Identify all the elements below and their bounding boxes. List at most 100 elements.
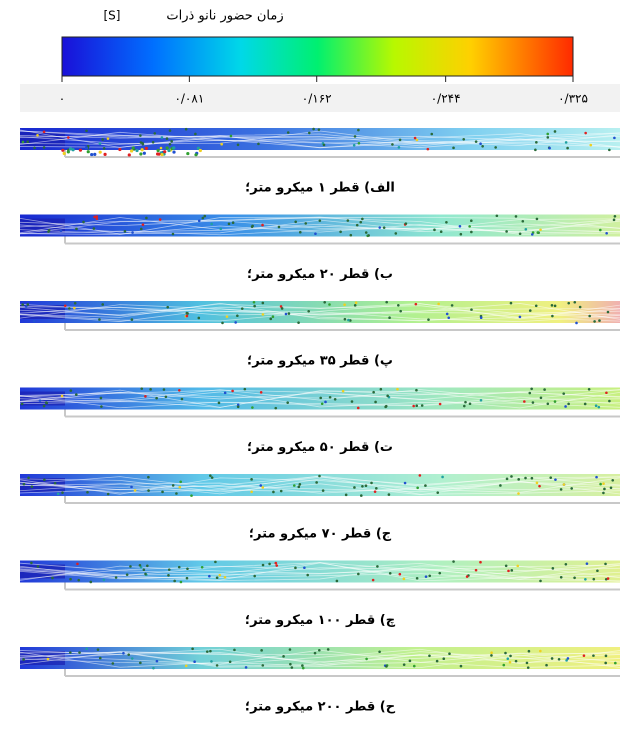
particle <box>141 142 144 145</box>
particle <box>613 219 616 222</box>
particle <box>531 477 534 480</box>
particle <box>157 153 160 156</box>
particle <box>160 147 163 150</box>
particle <box>586 562 589 565</box>
particle <box>388 493 391 496</box>
particle <box>216 664 219 667</box>
particle <box>464 401 467 404</box>
particle <box>516 565 519 568</box>
particle <box>145 147 148 150</box>
particle <box>69 578 72 581</box>
particle <box>354 135 357 138</box>
particle <box>250 478 253 481</box>
particle <box>224 576 227 579</box>
particle <box>153 132 156 135</box>
particle <box>63 152 66 155</box>
particle <box>75 393 78 396</box>
particle <box>602 492 605 495</box>
particle <box>347 219 350 222</box>
particle <box>532 401 535 404</box>
particle <box>74 302 77 305</box>
particle <box>220 143 223 146</box>
particle <box>198 220 201 223</box>
particle <box>299 483 302 486</box>
particle <box>549 476 552 479</box>
particle <box>278 226 281 229</box>
particle <box>26 140 29 143</box>
particle <box>505 564 508 567</box>
particle <box>425 575 428 578</box>
particle <box>157 149 160 152</box>
particle <box>216 576 219 579</box>
particle <box>595 404 598 407</box>
particle <box>421 404 424 407</box>
particle <box>367 234 370 237</box>
particle <box>604 563 607 566</box>
particle <box>89 581 92 584</box>
particle <box>211 476 214 479</box>
particle <box>365 484 368 487</box>
particle <box>218 574 221 577</box>
particle <box>524 477 527 480</box>
particle <box>554 305 557 308</box>
particle <box>481 145 484 148</box>
particle <box>509 655 512 658</box>
particle <box>439 403 442 406</box>
particle <box>307 310 310 313</box>
particle <box>314 232 317 235</box>
particle <box>96 217 99 220</box>
particle <box>475 569 478 572</box>
particle <box>361 485 364 488</box>
particle <box>604 662 607 665</box>
particle <box>447 316 450 319</box>
particle <box>430 133 433 136</box>
particle <box>545 664 548 667</box>
particle <box>599 483 602 486</box>
particle <box>281 307 284 310</box>
particle <box>37 565 40 568</box>
particle <box>536 482 539 485</box>
particle <box>539 228 542 231</box>
particle <box>445 221 448 224</box>
particle <box>43 131 46 134</box>
particle <box>547 136 550 139</box>
particle <box>525 228 528 231</box>
particle <box>232 221 235 224</box>
flow-panel <box>20 301 620 330</box>
particle <box>358 142 361 145</box>
particle <box>90 153 93 156</box>
particle <box>589 144 592 147</box>
particle <box>554 130 557 133</box>
particle <box>403 578 406 581</box>
particle <box>372 579 375 582</box>
particle <box>308 132 311 135</box>
particle <box>98 318 101 321</box>
particle <box>509 661 512 664</box>
particle <box>584 403 587 406</box>
particle <box>573 576 576 579</box>
particle <box>490 651 493 654</box>
particle <box>416 577 419 580</box>
particle <box>554 478 557 481</box>
particle <box>312 128 315 131</box>
particle <box>167 574 170 577</box>
particle <box>506 478 509 481</box>
particle <box>318 475 321 478</box>
particle <box>99 142 102 145</box>
particle <box>209 474 212 477</box>
particle <box>345 494 348 497</box>
particle <box>39 399 42 402</box>
particle <box>375 487 378 490</box>
particle <box>122 652 125 655</box>
particle <box>144 573 147 576</box>
particle <box>460 665 463 668</box>
particle <box>399 573 402 576</box>
particle <box>440 230 443 233</box>
tick-label: ۰ <box>59 92 65 106</box>
particle <box>384 406 387 409</box>
particle <box>82 221 85 224</box>
particle <box>61 395 64 398</box>
particle <box>130 486 133 489</box>
particle <box>180 581 183 584</box>
particle <box>385 301 388 304</box>
